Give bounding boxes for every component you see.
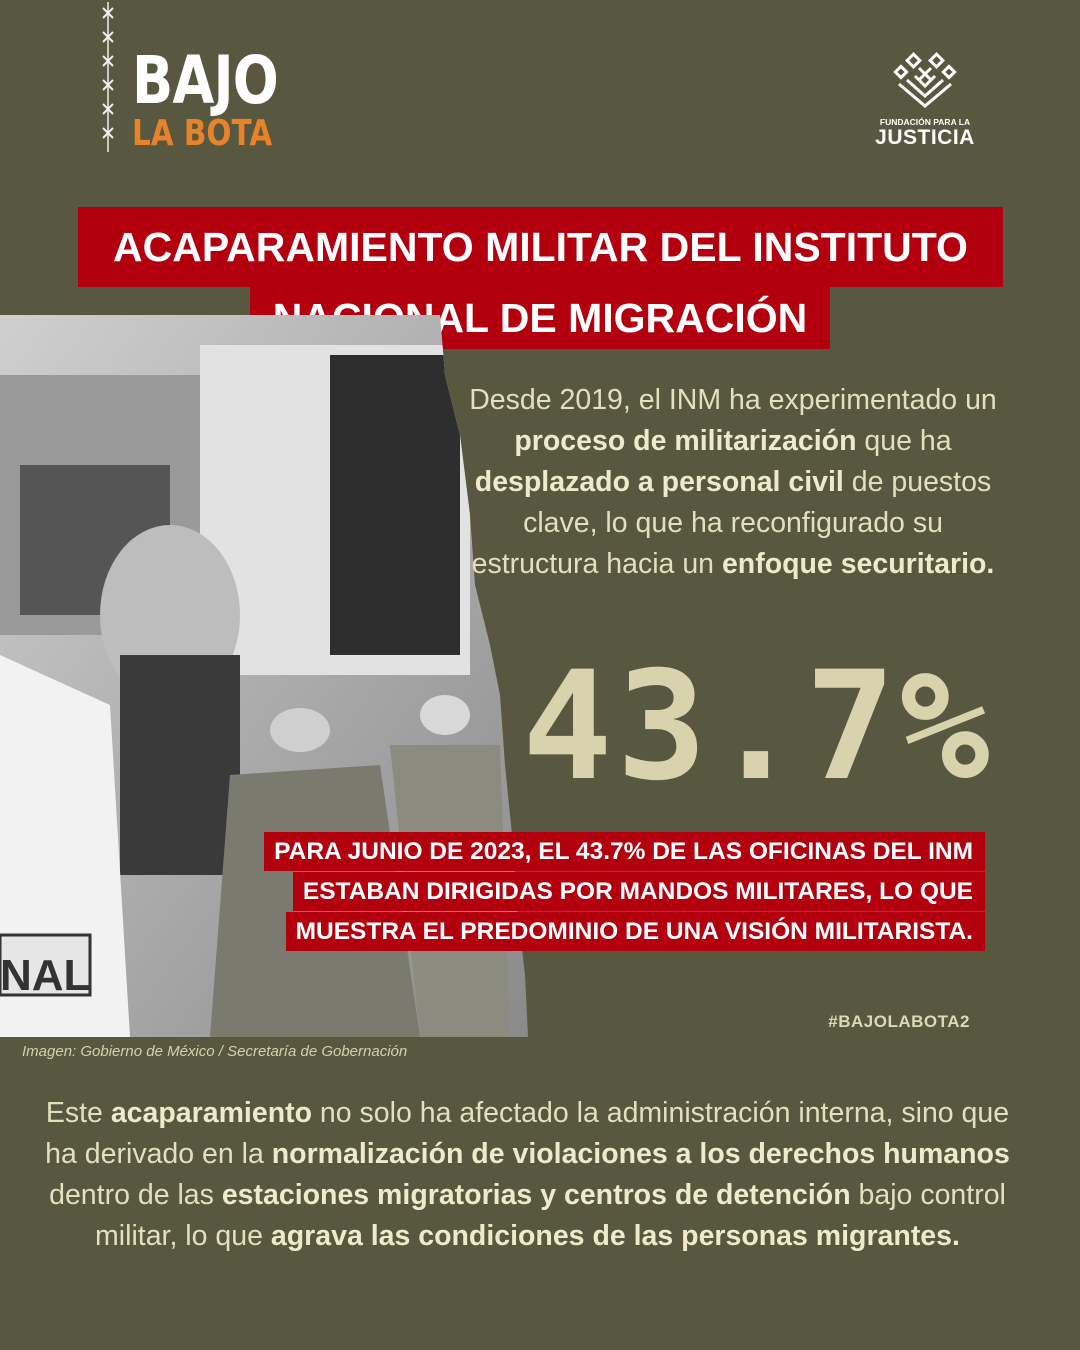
intro-paragraph: Desde 2019, el INM ha experimentado un p… (468, 380, 998, 585)
outro-text: Este (45, 1097, 111, 1129)
hashtag: #BAJOLABOTA2 (828, 1012, 970, 1031)
intro-text: que ha (856, 425, 952, 457)
outro-bold: estaciones migratorias y centros de dete… (221, 1179, 851, 1211)
intro-bold: proceso de militarización (514, 425, 857, 457)
intro-text: de puestos clave, lo que ha reconfigurad… (471, 466, 992, 580)
fundacion-emblem-icon (893, 52, 957, 108)
outro-bold: acaparamiento (110, 1097, 312, 1129)
intro-text: Desde 2019, el INM ha experimentado un (469, 384, 997, 416)
stat-percentage: 43.7% (522, 640, 994, 814)
image-caption: Imagen: Gobierno de México / Secretaría … (22, 1043, 408, 1060)
outro-bold: normalización de violaciones a los derec… (271, 1138, 1010, 1170)
outro-text: dentro de las (49, 1179, 222, 1211)
outro-text: bajo control militar, lo que (95, 1179, 1006, 1252)
intro-bold: enfoque securitario. (721, 548, 995, 580)
highlight-text: PARA JUNIO DE 2023, EL 43.7% DE LAS OFIC… (264, 832, 985, 951)
logo-bajo: BAJO (132, 42, 279, 119)
title-line-1: ACAPARAMIENTO MILITAR DEL INSTITUTO (78, 207, 1003, 287)
outro-bold: agrava las condiciones de las personas m… (270, 1220, 960, 1252)
intro-bold: desplazado a personal civil (474, 466, 844, 498)
outro-paragraph: Este acaparamiento no solo ha afectado l… (40, 1093, 1015, 1257)
stitch-decoration (102, 2, 114, 152)
photo-vehicle-text: NAL (0, 951, 90, 1000)
logo-la-bota: LA BOTA (132, 113, 273, 154)
title-text-1: ACAPARAMIENTO MILITAR DEL INSTITUTO (113, 223, 968, 270)
highlight-box: PARA JUNIO DE 2023, EL 43.7% DE LAS OFIC… (260, 832, 985, 952)
partner-name-small: FUNDACIÓN PARA LA (879, 117, 971, 127)
partner-name-big: JUSTICIA (875, 126, 975, 149)
outro-text: no solo ha afectado la administración in… (45, 1097, 1010, 1170)
fundacion-justicia-logo: FUNDACIÓN PARA LA JUSTICIA (870, 52, 980, 148)
